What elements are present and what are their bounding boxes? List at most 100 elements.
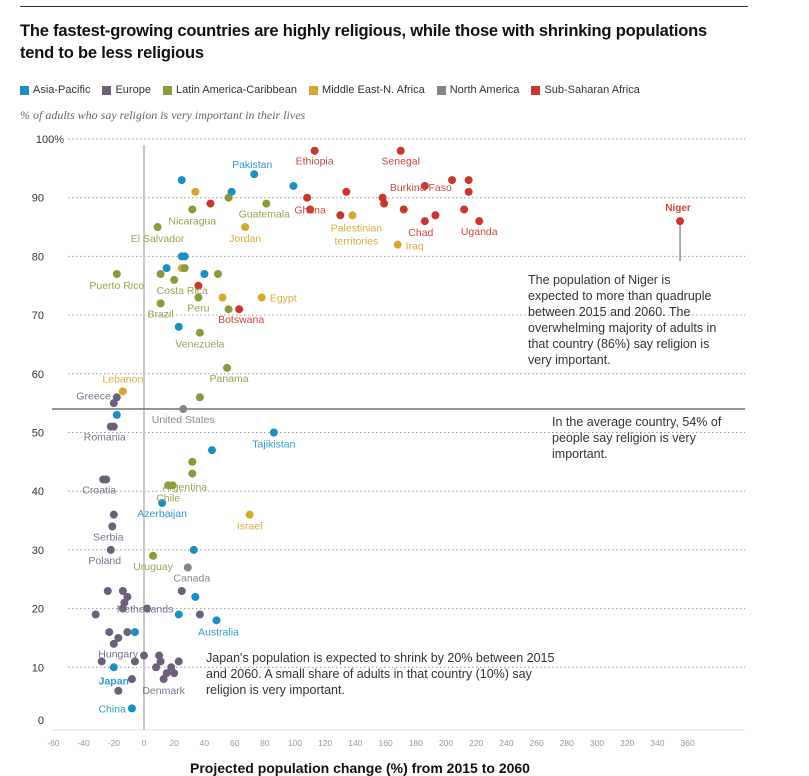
data-point — [118, 586, 127, 595]
data-point — [130, 628, 139, 637]
legend-item: Middle East-N. Africa — [309, 84, 425, 96]
data-point — [105, 628, 114, 637]
data-point — [269, 428, 278, 437]
x-tick-label: 180 — [409, 738, 423, 748]
point-label: Uganda — [461, 226, 498, 238]
y-tick-label: 60 — [32, 369, 44, 381]
point-label: Peru — [187, 302, 209, 314]
data-point — [108, 522, 117, 531]
point-label: Japan — [99, 675, 129, 687]
data-point — [289, 181, 298, 190]
legend-swatch — [531, 85, 541, 95]
legend-label: Asia-Pacific — [33, 84, 91, 96]
data-point — [109, 399, 118, 408]
data-point — [177, 586, 186, 595]
data-point — [194, 293, 203, 302]
x-tick-label: 220 — [469, 738, 483, 748]
point-label: territories — [334, 235, 378, 247]
data-point — [158, 498, 167, 507]
data-point — [245, 510, 254, 519]
data-point — [223, 363, 232, 372]
data-point — [106, 545, 115, 554]
data-point — [183, 563, 192, 572]
x-tick-label: 320 — [620, 738, 634, 748]
x-tick-label: 200 — [439, 738, 453, 748]
x-tick-label: 0 — [142, 738, 147, 748]
data-point — [164, 481, 173, 490]
data-point — [114, 633, 123, 642]
data-point — [156, 657, 165, 666]
data-point — [189, 545, 198, 554]
data-point — [194, 281, 203, 290]
data-point — [306, 205, 315, 214]
legend-label: North America — [449, 84, 520, 96]
data-point — [262, 199, 271, 208]
point-label: Puerto Rico — [89, 280, 144, 292]
data-point — [212, 616, 221, 625]
point-label: Lebanon — [102, 373, 143, 385]
legend-label: Latin America-Caribbean — [175, 84, 298, 96]
data-point — [475, 217, 484, 226]
point-label: Denmark — [142, 685, 185, 697]
point-label: United States — [152, 414, 215, 426]
data-point — [127, 704, 136, 713]
data-point — [310, 146, 319, 155]
legend-item: Asia-Pacific — [20, 84, 90, 96]
point-label: Botswana — [218, 314, 264, 326]
x-tick-label: 260 — [530, 738, 544, 748]
data-point — [177, 176, 186, 185]
point-label: Greece — [76, 390, 111, 402]
data-point — [109, 422, 118, 431]
data-point — [179, 405, 188, 414]
data-point — [174, 322, 183, 331]
data-point — [460, 205, 469, 214]
annotation-niger: The population of Niger is expected to m… — [528, 273, 717, 367]
data-point — [191, 592, 200, 601]
legend-swatch — [436, 85, 446, 95]
data-point — [109, 663, 118, 672]
data-point — [235, 305, 244, 314]
data-point — [162, 669, 171, 678]
data-point — [218, 293, 227, 302]
data-point — [123, 628, 132, 637]
x-tick-label: 80 — [260, 738, 270, 748]
point-label: Romania — [84, 432, 126, 444]
x-tick-label: 20 — [169, 738, 179, 748]
data-point — [393, 240, 402, 249]
x-tick-label: 360 — [681, 738, 695, 748]
legend-item: Sub-Saharan Africa — [531, 84, 640, 96]
data-point — [227, 187, 236, 196]
point-label: Egypt — [270, 292, 297, 304]
data-point — [167, 663, 176, 672]
point-label: Argentina — [162, 481, 207, 493]
data-point — [91, 610, 100, 619]
data-point — [213, 270, 222, 279]
data-point — [180, 252, 189, 261]
data-point — [114, 686, 123, 695]
data-point — [420, 181, 429, 190]
data-point — [195, 393, 204, 402]
y-tick-label: 50 — [32, 428, 44, 440]
data-point — [102, 475, 111, 484]
data-point — [180, 264, 189, 273]
data-point — [174, 610, 183, 619]
data-point — [200, 270, 209, 279]
x-axis-title: Projected population change (%) from 201… — [190, 760, 530, 776]
x-tick-label: 300 — [590, 738, 604, 748]
data-point — [188, 457, 197, 466]
point-label: Senegal — [381, 156, 420, 168]
y-tick-label: 0 — [38, 715, 44, 727]
data-point — [109, 510, 118, 519]
point-label: Nicaragua — [168, 215, 216, 227]
point-label: Palestinian — [331, 222, 383, 234]
x-tick-label: 140 — [348, 738, 362, 748]
point-label: Venezuela — [175, 339, 224, 351]
point-label: Burkina Faso — [390, 182, 452, 194]
data-point — [109, 639, 118, 648]
data-point — [380, 199, 389, 208]
point-label: Jordan — [229, 233, 261, 245]
legend-swatch — [309, 85, 319, 95]
point-label: Azerbaijan — [137, 508, 187, 520]
y-tick-label: 90 — [32, 193, 44, 205]
data-point — [336, 211, 345, 220]
